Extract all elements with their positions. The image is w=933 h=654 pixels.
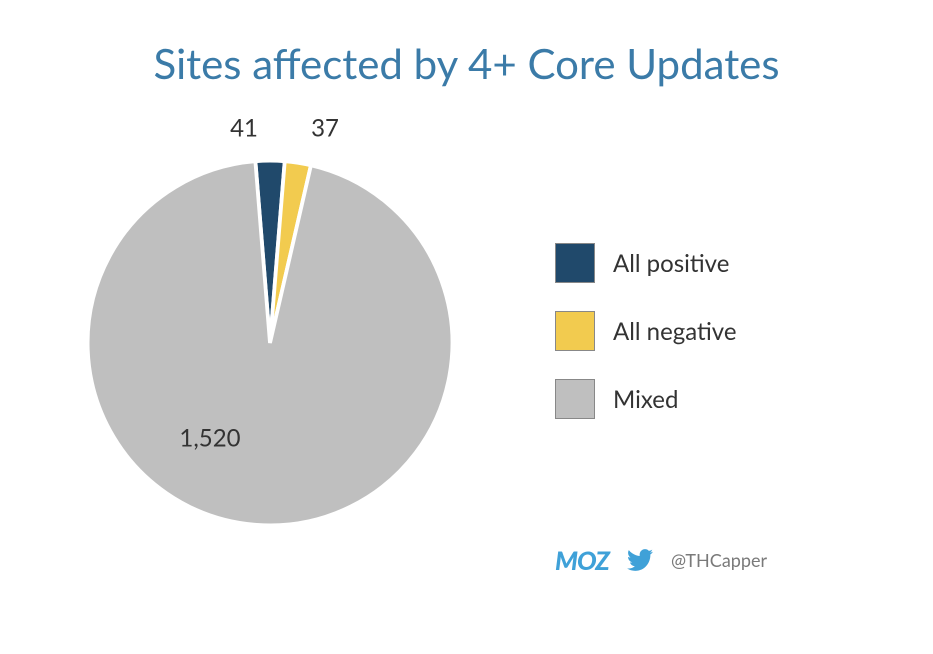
pie-slice-label: 1,520 (179, 424, 240, 453)
attribution: MOZ @THCapper (555, 544, 767, 576)
legend-item: All negative (555, 311, 737, 351)
legend-swatch (555, 311, 595, 351)
legend-label: Mixed (613, 385, 678, 414)
pie-slice-label: 41 (230, 114, 258, 143)
pie-slice-label: 37 (311, 114, 339, 143)
legend-swatch (555, 379, 595, 419)
legend-label: All negative (613, 317, 737, 346)
chart-area: 41371,520 All positiveAll negativeMixed … (0, 98, 933, 618)
pie-chart: 41371,520 (80, 153, 460, 533)
legend-swatch (555, 243, 595, 283)
legend: All positive All negative Mixed (555, 243, 737, 447)
pie-svg (80, 153, 460, 533)
brand-logo: MOZ (555, 544, 609, 576)
twitter-handle: @THCapper (671, 549, 767, 571)
legend-label: All positive (613, 249, 729, 278)
chart-title: Sites affected by 4+ Core Updates (0, 0, 933, 98)
twitter-icon (627, 549, 653, 571)
legend-item: All positive (555, 243, 737, 283)
legend-item: Mixed (555, 379, 737, 419)
